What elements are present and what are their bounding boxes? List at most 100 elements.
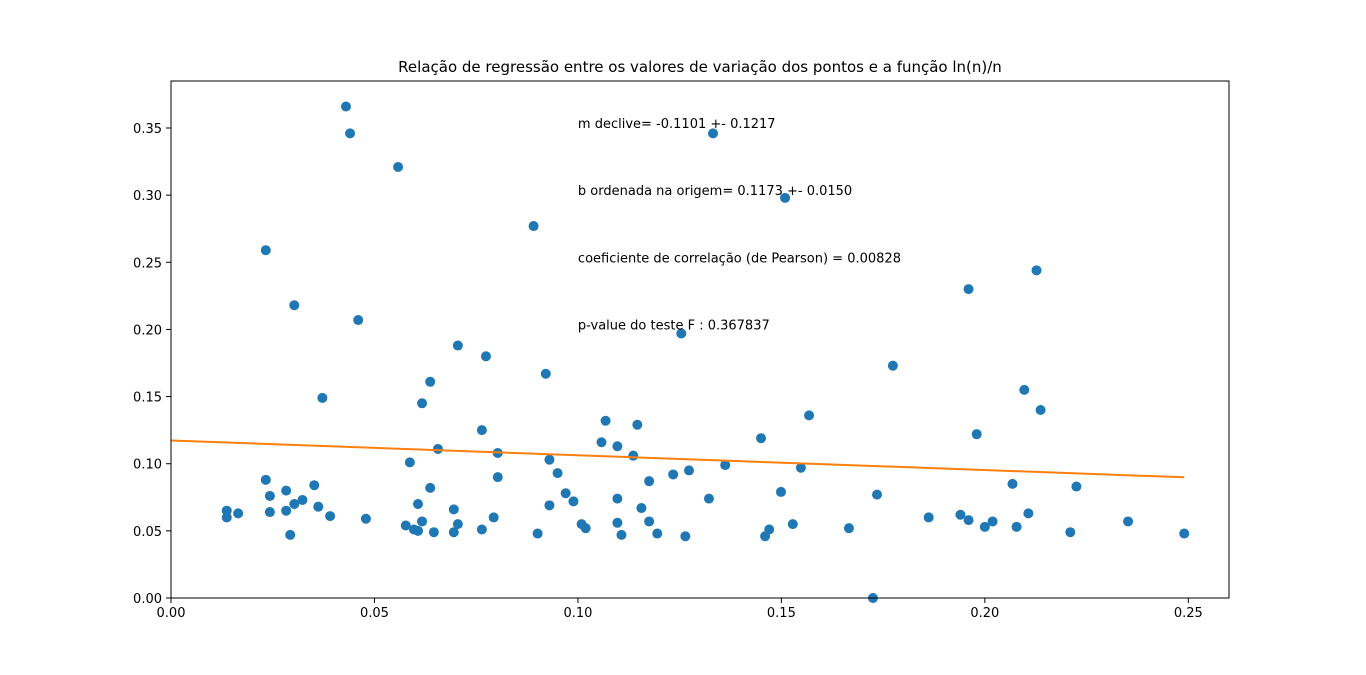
scatter-point — [221, 505, 232, 516]
scatter-point — [452, 340, 463, 351]
scatter-point — [264, 490, 275, 501]
annotation-text: b ordenada na origem= 0.1173 +- 0.0150 — [578, 184, 852, 199]
scatter-point — [843, 523, 854, 534]
scatter-point — [1071, 481, 1082, 492]
annotation-text: m declive= -0.1101 +- 0.1217 — [578, 117, 776, 132]
scatter-point — [404, 457, 415, 468]
scatter-point — [317, 392, 328, 403]
scatter-point — [612, 441, 623, 452]
scatter-point — [703, 493, 714, 504]
scatter-point — [289, 499, 300, 509]
x-axis: 0.00 0.05 0.10 0.15 0.20 0.25 — [157, 598, 1203, 621]
scatter-point — [668, 469, 679, 480]
scatter-point — [289, 300, 300, 311]
scatter-point — [425, 482, 436, 493]
y-tick-label: 0.25 — [133, 256, 162, 271]
chart-title: Relação de regressão entre os valores de… — [398, 58, 1002, 76]
scatter-point — [756, 433, 767, 444]
scatter-point — [1011, 521, 1022, 532]
scatter-point — [532, 528, 543, 539]
scatter-point — [596, 437, 607, 448]
scatter-point — [775, 486, 786, 497]
scatter-point — [680, 531, 691, 542]
scatter-point — [400, 520, 411, 531]
scatter-point — [684, 465, 695, 476]
scatter-point — [568, 496, 579, 507]
scatter-point — [1123, 516, 1134, 527]
scatter-point — [804, 410, 815, 421]
scatter-point — [764, 524, 775, 535]
scatter-point — [540, 368, 551, 379]
scatter-point — [600, 415, 611, 426]
scatter-point — [616, 529, 627, 540]
annotations: m declive= -0.1101 +- 0.1217 b ordenada n… — [578, 117, 901, 333]
scatter-point — [632, 419, 643, 430]
scatter-point — [413, 525, 424, 536]
scatter-point — [963, 284, 974, 295]
scatter-point — [492, 472, 503, 483]
scatter-point — [297, 494, 308, 505]
scatter-point — [448, 504, 459, 515]
plot-frame — [170, 80, 1230, 599]
scatter-point — [560, 488, 571, 499]
scatter-point — [580, 523, 591, 534]
y-tick-label: 0.00 — [133, 592, 162, 607]
scatter-point — [612, 517, 623, 528]
scatter-point — [544, 500, 555, 511]
y-tick-label: 0.05 — [133, 525, 162, 540]
scatter-point — [309, 480, 320, 491]
scatter-point — [432, 443, 443, 454]
scatter-point — [987, 516, 998, 527]
scatter-point — [417, 398, 428, 409]
scatter-point — [264, 507, 275, 518]
scatter-point — [281, 505, 292, 516]
x-tick-label: 0.05 — [360, 606, 389, 621]
y-tick-label: 0.15 — [133, 391, 162, 406]
y-axis: 0.00 0.05 0.10 0.15 0.20 0.25 0.30 0.35 — [133, 122, 171, 607]
x-tick-label: 0.10 — [563, 606, 592, 621]
y-tick-label: 0.30 — [133, 189, 162, 204]
annotation-text: p-value do teste F : 0.367837 — [578, 318, 770, 333]
scatter-point — [1035, 405, 1046, 415]
scatter-point — [787, 519, 798, 530]
x-tick-label: 0.00 — [157, 606, 186, 621]
scatter-point — [552, 468, 563, 479]
x-tick-label: 0.15 — [767, 606, 796, 621]
scatter-point — [417, 516, 428, 527]
scatter-point — [528, 221, 539, 232]
regression-line — [170, 439, 1185, 479]
y-tick-label: 0.35 — [133, 122, 162, 137]
scatter-point — [1023, 508, 1034, 519]
scatter-point — [652, 528, 663, 539]
scatter-point — [488, 512, 499, 523]
scatter-points — [221, 101, 1190, 603]
scatter-point — [923, 512, 934, 523]
scatter-point — [260, 474, 271, 485]
scatter-point — [955, 509, 966, 520]
scatter-point — [708, 128, 719, 139]
scatter-point — [393, 161, 404, 172]
scatter-point — [425, 376, 436, 387]
scatter-point — [476, 524, 487, 535]
scatter-point — [628, 450, 639, 461]
scatter-point — [448, 527, 459, 538]
scatter-point — [1179, 528, 1190, 539]
scatter-point — [325, 511, 336, 522]
scatter-point — [636, 503, 647, 514]
scatter-point — [313, 501, 324, 512]
scatter-point — [452, 519, 463, 530]
scatter-point — [963, 515, 974, 526]
scatter-point — [285, 529, 296, 540]
scatter-point — [1007, 478, 1018, 489]
scatter-point — [345, 128, 356, 139]
scatter-point — [971, 429, 982, 440]
scatter-point — [676, 328, 687, 339]
scatter-point — [353, 315, 364, 326]
scatter-point — [1065, 527, 1076, 538]
scatter-point — [1031, 265, 1042, 276]
scatter-point — [887, 360, 898, 371]
y-tick-label: 0.20 — [133, 323, 162, 338]
scatter-point — [644, 516, 655, 527]
